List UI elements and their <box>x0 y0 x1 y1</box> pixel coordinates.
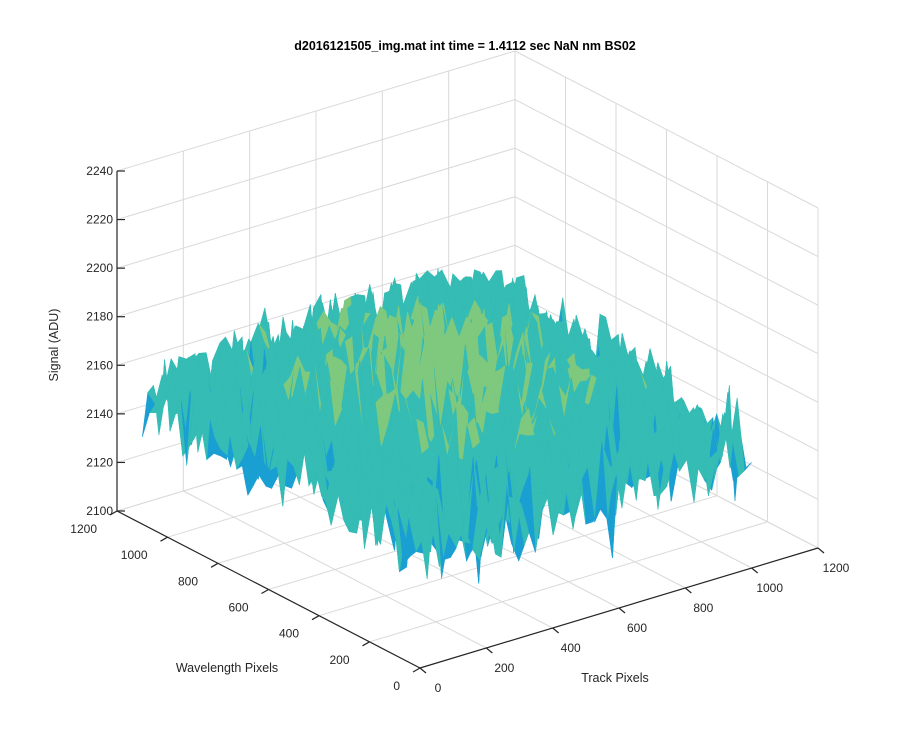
y-tick-mark <box>412 667 421 673</box>
y-tick-label: 1000 <box>121 548 148 562</box>
x-tick-label: 600 <box>627 621 647 635</box>
z-axis-label: Signal (ADU) <box>47 309 61 382</box>
z-tick-label: 2200 <box>86 261 113 275</box>
surface-patch <box>413 525 428 580</box>
x-tick-mark <box>618 607 626 614</box>
x-tick-label: 200 <box>494 661 514 675</box>
y-tick-mark <box>362 641 370 647</box>
z-tick-label: 2220 <box>86 213 113 227</box>
z-tick-label: 2180 <box>86 310 113 324</box>
chart-title: d2016121505_img.mat int time = 1.4112 se… <box>294 39 636 53</box>
y-axis-label: Wavelength Pixels <box>176 661 278 675</box>
y-tick-label: 600 <box>228 601 248 615</box>
y-tick-label: 1200 <box>70 522 97 536</box>
y-tick-mark <box>261 588 269 595</box>
z-tick-label: 2100 <box>86 504 113 518</box>
z-tick-label: 2240 <box>86 164 113 178</box>
x-tick-label: 1000 <box>756 581 783 595</box>
z-tick-label: 2120 <box>86 455 113 469</box>
surface <box>142 268 752 584</box>
x-tick-mark <box>751 567 759 574</box>
axes <box>109 170 825 674</box>
y-tick-label: 200 <box>329 653 349 667</box>
y-tick-label: 800 <box>178 574 198 588</box>
x-axis-label: Track Pixels <box>581 671 649 685</box>
x-tick-label: 400 <box>561 641 581 655</box>
y-tick-mark <box>160 536 168 542</box>
grid-line-y-floor <box>369 521 768 643</box>
x-tick-mark <box>419 667 427 674</box>
x-tick-label: 800 <box>693 601 713 615</box>
y-tick-label: 400 <box>279 627 299 641</box>
y-tick-mark <box>311 615 320 621</box>
y-tick-mark <box>210 562 219 568</box>
y-tick-label: 0 <box>393 679 400 693</box>
z-tick-label: 2140 <box>86 407 113 421</box>
x-tick-mark <box>485 647 493 654</box>
tick-labels: 0 200 400 600 800 1000 1200 0 200 400 600 800 1000 12… <box>70 164 849 695</box>
x-tick-label: 1200 <box>823 561 850 575</box>
y-tick-mark <box>109 510 118 516</box>
z-tick-label: 2160 <box>86 358 113 372</box>
x-tick-label: 0 <box>435 681 442 695</box>
x-tick-mark <box>684 587 692 594</box>
x-tick-mark <box>817 547 825 554</box>
x-tick-mark <box>552 627 560 634</box>
